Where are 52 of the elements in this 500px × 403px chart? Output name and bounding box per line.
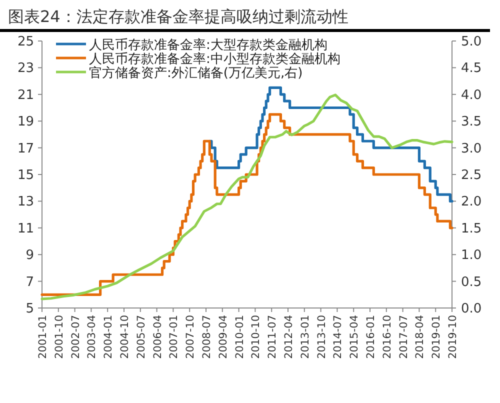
x-tick-label: 2016-10: [381, 315, 394, 359]
x-tick-label: 2005-07: [135, 315, 148, 359]
x-tick-label: 2006-04: [152, 314, 164, 359]
legend-label: 人民币存款准备金率:中小型存款类金融机构: [89, 51, 340, 67]
y2-tick-label: 2.5: [461, 168, 482, 183]
x-tick-label: 2015-04: [348, 314, 361, 359]
y2-tick-label: 2.0: [461, 194, 482, 210]
y-tick-label: 17: [17, 141, 34, 156]
y-tick-label: 11: [17, 221, 34, 236]
y2-tick-label: 4.0: [461, 88, 482, 103]
x-tick-label: 2013-01: [299, 315, 312, 359]
y2-tick-label: 3.0: [461, 141, 482, 156]
legend-label: 官方储备资产:外汇储备(万亿美元,右): [89, 65, 303, 81]
x-tick-label: 2011-07: [266, 315, 279, 359]
y2-tick-label: 0.5: [461, 274, 482, 290]
x-tick-label: 2007-01: [168, 315, 180, 359]
x-tick-label: 2010-01: [234, 315, 246, 359]
x-tick-label: 2007-10: [184, 315, 197, 359]
y2-tick-label: 1.0: [461, 248, 482, 264]
y2-tick-label: 0.0: [461, 302, 482, 316]
y-tick-label: 9: [26, 248, 34, 264]
x-tick-label: 2002-07: [70, 315, 82, 359]
y-tick-label: 19: [17, 114, 34, 130]
x-tick-label: 2018-04: [414, 314, 426, 359]
y-tick-label: 13: [17, 194, 34, 210]
x-tick-label: 2003-04: [86, 314, 98, 359]
y2-tick-label: 1.5: [461, 221, 482, 236]
y-tick-label: 25: [17, 34, 34, 50]
y2-tick-label: 5.0: [461, 34, 482, 50]
x-tick-label: 2001-10: [53, 315, 66, 359]
x-tick-label: 2019-10: [447, 315, 459, 359]
x-tick-label: 2009-04: [217, 314, 230, 359]
x-tick-label: 2017-07: [398, 315, 410, 359]
y-tick-label: 21: [17, 88, 34, 103]
x-tick-label: 2008-07: [201, 315, 213, 359]
x-tick-label: 2004-01: [102, 315, 115, 359]
x-tick-label: 2016-01: [365, 315, 377, 359]
y2-tick-label: 4.5: [461, 61, 482, 76]
chart-title: 图表24：法定存款准备金率提高吸纳过剩流动性: [8, 7, 348, 26]
x-tick-label: 2019-01: [430, 315, 443, 359]
y-tick-label: 5: [26, 302, 34, 316]
x-tick-label: 2014-07: [332, 315, 344, 359]
y-tick-label: 7: [26, 274, 34, 290]
y-tick-label: 15: [17, 168, 34, 183]
x-tick-label: 2010-10: [250, 315, 262, 359]
x-tick-label: 2004-10: [119, 315, 131, 359]
y-tick-label: 23: [17, 61, 34, 76]
x-tick-label: 2013-10: [316, 315, 328, 359]
y2-tick-label: 3.5: [461, 114, 482, 130]
x-tick-label: 2001-01: [37, 315, 49, 359]
legend-label: 人民币存款准备金率:大型存款类金融机构: [89, 37, 328, 53]
x-tick-label: 2012-04: [283, 314, 295, 359]
